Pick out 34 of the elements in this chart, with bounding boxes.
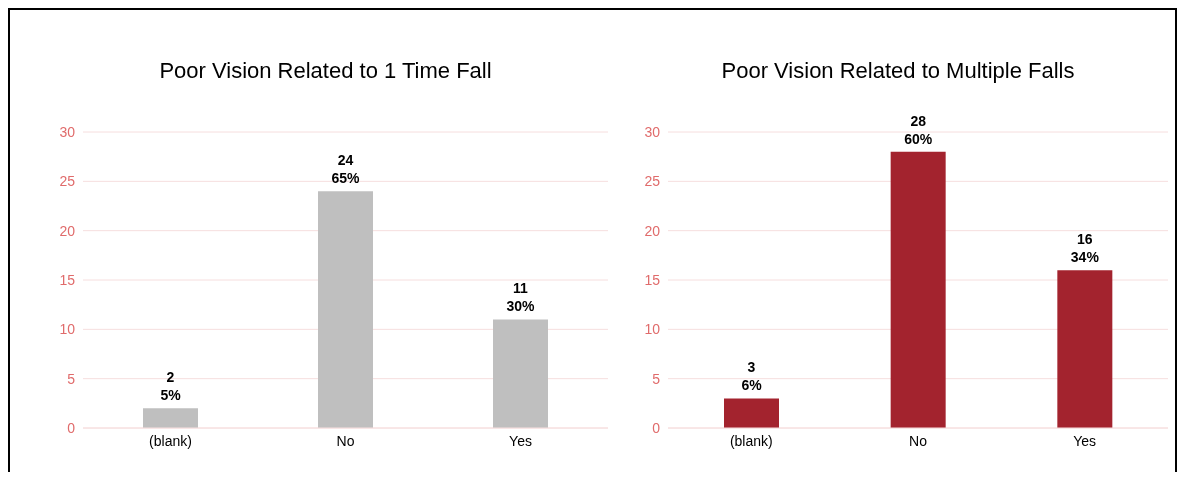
bar: [1057, 270, 1113, 428]
y-tick-label: 10: [59, 321, 76, 338]
x-tick-label: (blank): [729, 432, 773, 449]
data-label: 16 34%: [1070, 231, 1100, 266]
chart-title: Poor Vision Related to 1 Time Fall: [158, 58, 493, 85]
data-label: 2 5%: [160, 369, 182, 404]
y-tick-label: 20: [59, 222, 76, 239]
data-label: 24 65%: [331, 152, 361, 187]
y-tick-label: 30: [59, 123, 76, 140]
chart-title: Poor Vision Related to Multiple Falls: [720, 58, 1076, 85]
x-tick-label: (blank): [149, 432, 192, 449]
bar: [890, 151, 946, 428]
x-tick-label: No: [336, 432, 355, 449]
y-tick-label: 10: [644, 321, 661, 338]
x-tick-label: Yes: [509, 432, 532, 449]
x-tick-label: Yes: [1073, 432, 1097, 449]
data-label: 3 6%: [741, 359, 763, 394]
bar: [724, 398, 779, 428]
y-tick-label: 0: [67, 419, 76, 436]
y-tick-label: 15: [644, 271, 661, 288]
y-tick-label: 5: [67, 370, 76, 387]
y-tick-label: 15: [59, 271, 76, 288]
x-tick-label: No: [909, 432, 928, 449]
y-tick-label: 20: [644, 222, 661, 239]
y-tick-label: 25: [59, 173, 76, 190]
bar: [318, 191, 373, 428]
y-tick-label: 5: [652, 370, 661, 387]
data-label: 28 60%: [904, 112, 933, 147]
data-label: 11 30%: [506, 280, 536, 315]
bar: [143, 408, 198, 428]
y-tick-label: 25: [644, 173, 661, 190]
bar: [493, 319, 548, 428]
y-tick-label: 30: [644, 123, 661, 140]
y-tick-label: 0: [652, 419, 661, 436]
